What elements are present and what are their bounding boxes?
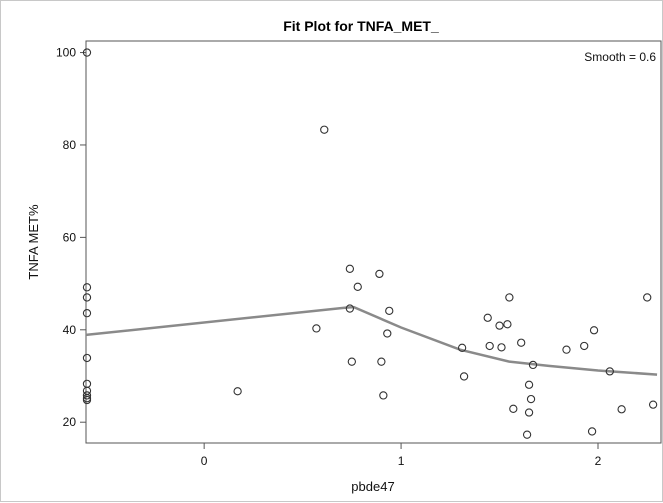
y-tick-label: 80 <box>63 138 77 152</box>
data-point <box>383 329 392 338</box>
data-point <box>459 372 469 381</box>
data-point <box>82 48 92 57</box>
data-point <box>617 405 626 414</box>
data-point <box>648 400 658 409</box>
data-point <box>495 321 504 330</box>
data-point <box>643 293 652 302</box>
x-tick-label: 0 <box>201 454 208 468</box>
data-point <box>347 357 356 366</box>
data-point <box>528 360 538 370</box>
data-point <box>483 313 492 322</box>
data-point <box>505 293 514 302</box>
y-axis: 20 40 60 80 100 <box>56 46 86 429</box>
data-point <box>345 304 355 313</box>
data-point <box>375 269 384 279</box>
x-tick-label: 1 <box>398 454 405 468</box>
x-tick-label: 2 <box>595 454 602 468</box>
data-point <box>379 391 388 400</box>
data-point <box>524 380 534 389</box>
data-point <box>82 283 92 292</box>
data-point <box>233 387 242 396</box>
fit-line <box>85 305 658 376</box>
data-point <box>497 343 506 352</box>
data-point <box>82 391 92 400</box>
x-axis-label: pbde47 <box>351 479 394 494</box>
data-point <box>345 264 355 273</box>
data-point <box>589 326 599 335</box>
data-point <box>522 430 532 439</box>
data-point <box>509 404 518 413</box>
y-tick-label: 20 <box>63 415 77 429</box>
data-point <box>82 293 92 302</box>
y-tick-label: 40 <box>63 323 77 337</box>
data-points <box>82 48 658 439</box>
y-tick-label: 60 <box>63 230 77 244</box>
data-point <box>580 341 589 351</box>
data-point <box>524 408 534 417</box>
data-point <box>457 343 467 352</box>
y-tick-label: 100 <box>56 46 76 60</box>
data-point <box>82 309 92 318</box>
data-point <box>82 379 92 389</box>
data-point <box>82 353 92 363</box>
data-point <box>312 324 321 333</box>
data-point <box>82 395 92 405</box>
plot-area <box>85 40 662 444</box>
data-point <box>587 427 597 436</box>
data-point <box>485 341 494 351</box>
data-point <box>503 320 512 329</box>
data-point <box>562 345 571 354</box>
data-point <box>377 357 386 366</box>
data-point <box>517 338 526 347</box>
data-point <box>353 282 362 291</box>
data-point <box>526 394 536 404</box>
x-axis: 0 1 2 <box>201 443 602 468</box>
data-point <box>320 125 329 134</box>
smooth-annotation: Smooth = 0.6 <box>584 50 656 64</box>
y-axis-label: TNFA MET% <box>26 204 41 280</box>
data-point <box>385 306 394 315</box>
chart-title: Fit Plot for TNFA_MET_ <box>283 18 439 34</box>
data-point <box>605 367 614 376</box>
